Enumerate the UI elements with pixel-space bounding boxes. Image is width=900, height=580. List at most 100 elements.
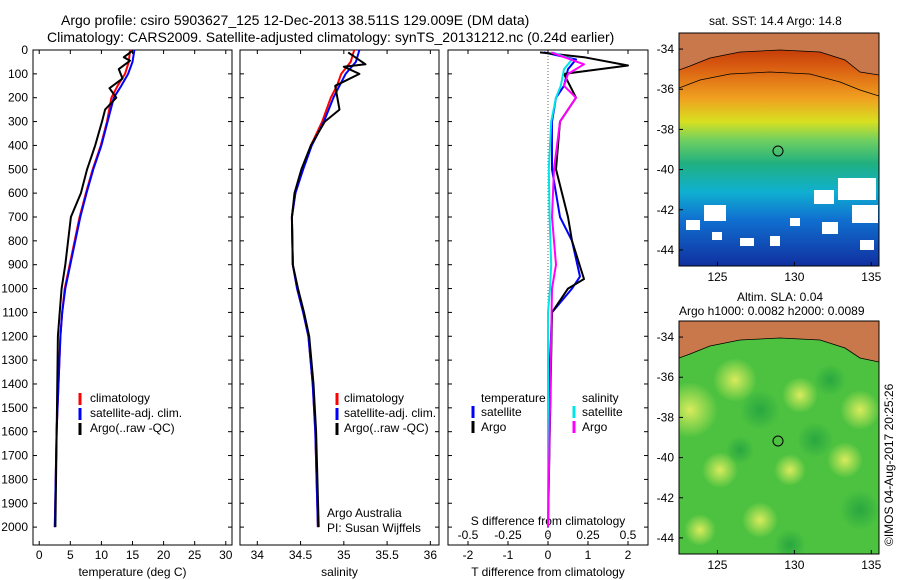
- latitude-tick-label: -40: [657, 163, 675, 177]
- latitude-tick-label: -44: [657, 243, 675, 257]
- x-tick-label: 35: [337, 548, 351, 562]
- longitude-tick-label: 135: [861, 558, 881, 572]
- legend-heading-temperature: temperature: [481, 391, 546, 405]
- x-tick-label: 10: [95, 548, 109, 562]
- legend-label-s-argo: Argo: [582, 420, 608, 434]
- argo-position-marker: [772, 145, 784, 157]
- temperature-legend: climatology satellite-adj. clim. Argo(..…: [78, 391, 182, 435]
- y-tick-label: 1700: [1, 449, 28, 463]
- credit-line1: Argo Australia: [327, 506, 402, 520]
- x-tick-label: 1: [585, 548, 592, 562]
- x-tick-label: 30: [219, 548, 233, 562]
- legend-label-climatology: climatology: [344, 391, 404, 405]
- latitude-tick-label: -36: [657, 370, 675, 384]
- credit-line2: PI: Susan Wijffels: [327, 521, 421, 535]
- y-tick-label: 1900: [1, 496, 28, 510]
- s-tick-label: 0: [545, 528, 552, 542]
- x-axis-label: salinity: [321, 565, 358, 579]
- y-tick-label: 800: [8, 234, 28, 248]
- y-tick-label: 1400: [1, 377, 28, 391]
- series-line-t-argo: [539, 51, 629, 528]
- sla-map: Altim. SLA: 0.04 Argo h1000: 0.0082 h200…: [657, 290, 882, 572]
- y-tick-label: 900: [8, 258, 28, 272]
- imos-stamp: ©IMOS 04-Aug-2017 20:25:26: [882, 383, 896, 546]
- y-tick-label: 1300: [1, 353, 28, 367]
- isobath-contour: [679, 71, 879, 97]
- x-tick-label: 2: [625, 548, 632, 562]
- latitude-tick-label: -42: [657, 491, 675, 505]
- legend-label-satellite: satellite-adj. clim.: [90, 406, 182, 420]
- salinity-panel: 34 34.5 35 35.5 36 salinity: [239, 49, 440, 579]
- s-tick-label: 0.5: [620, 528, 637, 542]
- sla-map-axes: 125 130 135 -34 -36 -38 -40 -42 -44: [657, 330, 882, 572]
- longitude-tick-label: 130: [784, 558, 804, 572]
- x-tick-label: 34: [251, 548, 265, 562]
- land-australia: [679, 33, 879, 75]
- y-tick-label: 1000: [1, 282, 28, 296]
- x-axis-label: temperature (deg C): [78, 565, 186, 579]
- latitude-tick-label: -40: [657, 451, 675, 465]
- y-tick-label: 1800: [1, 472, 28, 486]
- sst-map: sat. SST: 14.4 Argo: 14.8 125 130 135: [657, 14, 882, 284]
- latitude-tick-label: -38: [657, 122, 675, 136]
- sla-map-subtitle: Argo h1000: 0.0082 h2000: 0.0089: [679, 304, 865, 318]
- s-tick-label: -0.25: [494, 528, 522, 542]
- latitude-tick-label: -34: [657, 330, 675, 344]
- legend-label-t-argo: Argo: [481, 420, 507, 434]
- longitude-tick-label: 135: [861, 270, 881, 284]
- x-tick-label: 15: [126, 548, 140, 562]
- y-tick-label: 500: [8, 162, 28, 176]
- series-line-s-argo: [547, 51, 585, 528]
- figure-title-line1: Argo profile: csiro 5903627_125 12-Dec-2…: [61, 12, 529, 28]
- legend-label-argo: Argo(..raw -QC): [90, 421, 175, 435]
- series-line-argo-raw-qc-: [290, 51, 367, 528]
- y-tick-label: 1600: [1, 425, 28, 439]
- y-tick-label: 100: [8, 67, 28, 81]
- x-axis-label: T difference from climatology: [471, 565, 625, 579]
- x-tick-label: 20: [157, 548, 171, 562]
- temperature-panel: 0100200300400500600700800900100011001200…: [1, 43, 232, 579]
- y-tick-label: 1100: [2, 305, 28, 319]
- x-tick-label: 35.5: [375, 548, 399, 562]
- sla-map-frame: [678, 320, 880, 555]
- series-line-satellite-adj-clim-: [53, 49, 136, 528]
- coastline: [679, 49, 879, 76]
- x-tick-label: 34.5: [289, 548, 313, 562]
- longitude-tick-label: 125: [707, 270, 727, 284]
- salinity-legend: climatology satellite-adj. clim. Argo(..…: [327, 391, 436, 535]
- x-tick-label: 0: [36, 548, 43, 562]
- s-tick-label: 0.25: [576, 528, 600, 542]
- latitude-tick-label: -36: [657, 82, 675, 96]
- y-tick-label: 700: [8, 210, 28, 224]
- land-australia: [679, 321, 879, 362]
- cloud-gaps: [686, 178, 878, 250]
- sst-field: [679, 33, 879, 266]
- argo-position-marker: [772, 435, 784, 447]
- longitude-tick-label: 130: [784, 270, 804, 284]
- legend-label-s-satellite: satellite: [582, 405, 623, 419]
- y-tick-label: 300: [8, 115, 28, 129]
- latitude-tick-label: -44: [657, 531, 675, 545]
- salinity-plot-frame: [239, 49, 440, 546]
- legend-label-satellite: satellite-adj. clim.: [344, 406, 436, 420]
- x-tick-label: 36: [424, 548, 438, 562]
- difference-panel: -2 -0.5 -1 -0.25 0 0 1 0.25 2 0.5 T difference fro…: [447, 49, 649, 579]
- y-tick-label: 1200: [1, 329, 28, 343]
- x-tick-label: 25: [188, 548, 202, 562]
- sst-map-frame: [678, 32, 880, 267]
- sst-map-title: sat. SST: 14.4 Argo: 14.8: [709, 14, 842, 28]
- latitude-tick-label: -34: [657, 42, 675, 56]
- s-tick-label: -0.5: [458, 528, 479, 542]
- sst-map-axes: 125 130 135 -34 -36 -38 -40 -42 -44: [657, 42, 882, 284]
- x-tick-label: -2: [463, 548, 474, 562]
- y-tick-label: 2000: [1, 520, 28, 534]
- y-tick-label: 600: [8, 186, 28, 200]
- longitude-tick-label: 125: [707, 558, 727, 572]
- sla-map-title: Altim. SLA: 0.04: [737, 290, 823, 304]
- difference-legend: temperature salinity satellite Argo sate…: [471, 391, 623, 434]
- latitude-tick-label: -42: [657, 203, 675, 217]
- legend-heading-salinity: salinity: [582, 391, 619, 405]
- series-line-s-satellite: [547, 51, 573, 528]
- y-tick-label: 200: [8, 91, 28, 105]
- x-tick-label: -1: [503, 548, 514, 562]
